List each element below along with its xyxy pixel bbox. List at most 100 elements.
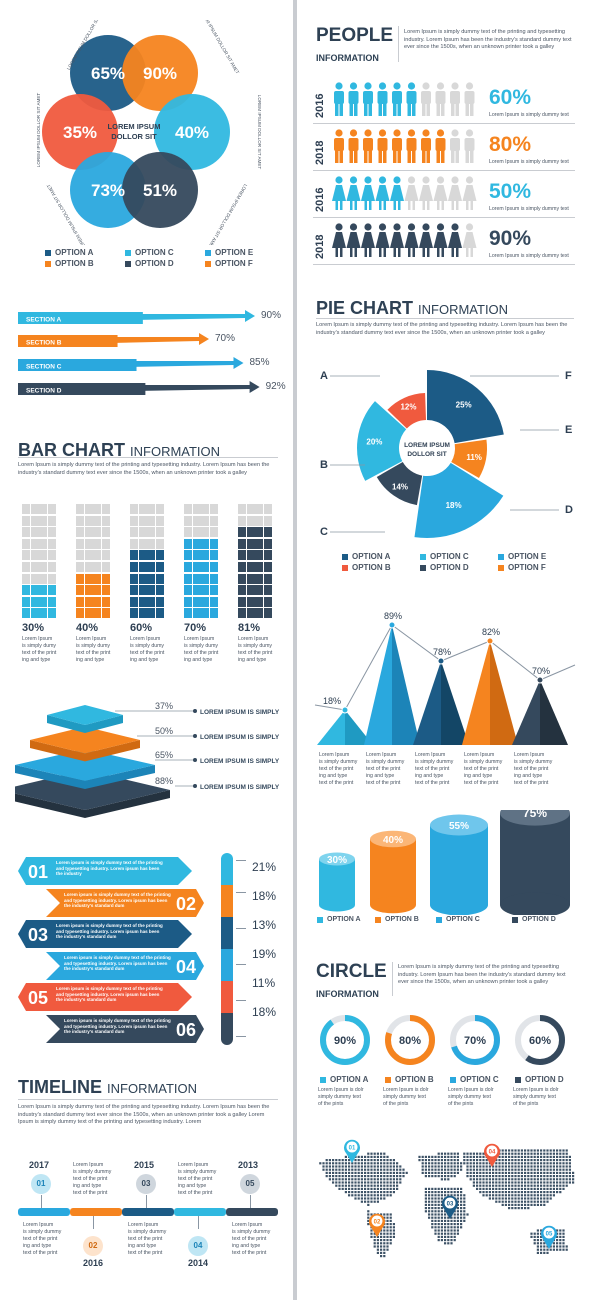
timeline-caption: Lorem Ipsum is simply dummy text of the pr… bbox=[232, 1222, 271, 1256]
cylinder-percent: 30% bbox=[327, 855, 347, 866]
step-tick bbox=[236, 1000, 246, 1001]
timeline-connector bbox=[93, 1216, 94, 1229]
timeline-year: 2015 bbox=[134, 1160, 155, 1170]
circle-title: CIRCLE INFORMATION bbox=[316, 961, 387, 1000]
step-tick bbox=[236, 860, 246, 861]
venn-label: LOREM IPSUM DOLLOR SIT AMET bbox=[199, 20, 241, 75]
svg-text:LOREM IPSUM IS SIMPLY: LOREM IPSUM IS SIMPLY bbox=[200, 734, 280, 741]
bar-caption: Lorem Ipsum is simply dumy text of the pri… bbox=[238, 636, 273, 663]
cylinder-label: OPTION D bbox=[512, 916, 556, 923]
map-pin: 02 bbox=[374, 1220, 381, 1226]
people-sub: Lorem Ipsum is simply dummy text bbox=[489, 112, 569, 118]
section-bar: SECTION A bbox=[18, 310, 255, 324]
step-percent: 18% bbox=[252, 1005, 277, 1019]
svg-text:LOREM IPSUM IS SIMPLY: LOREM IPSUM IS SIMPLY bbox=[200, 758, 280, 765]
venn-percent: 51% bbox=[143, 181, 177, 200]
pie-slice bbox=[427, 370, 504, 444]
section-bar: SECTION D bbox=[18, 381, 260, 395]
cylinder-label: OPTION B bbox=[375, 916, 419, 923]
bar-chart-title: BAR CHART INFORMATION bbox=[18, 440, 221, 460]
donut-caption: Lorem Ipsum is dolr simply dummy text of t… bbox=[318, 1087, 364, 1107]
svg-text:SECTION A: SECTION A bbox=[26, 317, 61, 324]
center-divider bbox=[293, 0, 297, 1300]
section-percent: 92% bbox=[265, 381, 286, 392]
donut-label: OPTION A bbox=[320, 1075, 368, 1084]
venn-diagram: 65% LOREM IPSUM DOLLOR SIT AMET 90% LOREM I… bbox=[36, 20, 262, 245]
timeline-caption: Lorem Ipsum is simply dummy text of the pr… bbox=[178, 1162, 217, 1196]
svg-text:05: 05 bbox=[28, 988, 48, 1008]
svg-text:DOLLOR SIT: DOLLOR SIT bbox=[407, 451, 446, 458]
timeline-segment bbox=[122, 1208, 174, 1216]
row-separator bbox=[313, 123, 575, 124]
venn-percent: 90% bbox=[143, 64, 177, 83]
pie-slice bbox=[451, 439, 487, 478]
pie-slice bbox=[387, 393, 427, 429]
bar-chart-desc: Lorem Ipsum is simply dummy text of the … bbox=[18, 462, 270, 476]
people-sub: Lorem Ipsum is simply dummy text bbox=[489, 253, 569, 259]
donut-caption: Lorem Ipsum is dolr simply dummy text of t… bbox=[513, 1087, 559, 1107]
timeline-year: 2014 bbox=[188, 1258, 209, 1268]
svg-text:LOREM IPSUM IS SIMPLY: LOREM IPSUM IS SIMPLY bbox=[200, 709, 280, 716]
map-pin: 04 bbox=[489, 1150, 496, 1156]
people-icons bbox=[334, 129, 475, 163]
donut: 90% bbox=[320, 1015, 370, 1065]
donut-label: OPTION C bbox=[450, 1075, 499, 1084]
legend-item: OPTION C bbox=[420, 552, 498, 561]
bar-column bbox=[184, 504, 218, 620]
bar-caption: Lorem Ipsum is simply dumy text of the pri… bbox=[76, 636, 111, 663]
donut-label: OPTION D bbox=[515, 1075, 564, 1084]
world-map: 01 02 03 04 05 bbox=[319, 1139, 575, 1258]
svg-text:2016: 2016 bbox=[314, 94, 326, 118]
venn-circle bbox=[122, 35, 198, 111]
pie-percent: 14% bbox=[392, 483, 408, 492]
row-separator bbox=[313, 264, 575, 265]
timeline-segment bbox=[174, 1208, 226, 1216]
pie-letter: C bbox=[320, 526, 328, 538]
people-percent: 80% bbox=[489, 133, 532, 156]
timeline-caption: Lorem Ipsum is simply dummy text of the pr… bbox=[23, 1222, 62, 1256]
timeline-node: 01 bbox=[31, 1174, 51, 1194]
svg-text:DOLLOR SIT: DOLLOR SIT bbox=[111, 132, 157, 141]
triangle-percent: 78% bbox=[433, 647, 451, 657]
pie-chart: 25% 11% 18% 14% 20% 12% LOREM IPSUM DOLLOR SIT A… bbox=[320, 370, 573, 538]
bar-percent: 60% bbox=[130, 622, 153, 634]
svg-text:06: 06 bbox=[176, 1020, 196, 1040]
timeline-connector bbox=[146, 1195, 147, 1208]
timeline-segment bbox=[18, 1208, 70, 1216]
pie-chart-title: PIE CHART INFORMATION bbox=[316, 298, 509, 318]
people-year: 2018 bbox=[313, 131, 327, 165]
legend-item: OPTION F bbox=[205, 259, 285, 268]
svg-text:2018: 2018 bbox=[314, 235, 326, 259]
timeline-year: 2017 bbox=[29, 1160, 50, 1170]
triangle-caption: Lorem Ipsum is simply dummy text of the pr… bbox=[514, 752, 553, 786]
timeline-segment bbox=[70, 1208, 122, 1216]
bar-column bbox=[22, 504, 56, 620]
donut: 70% bbox=[450, 1015, 500, 1065]
venn-circle bbox=[70, 152, 146, 228]
pie-legend: OPTION A OPTION C OPTION E OPTION B OPTION D… bbox=[342, 552, 582, 572]
people-year: 2018 bbox=[313, 225, 327, 259]
svg-text:70%: 70% bbox=[464, 1035, 486, 1047]
svg-text:LOREM IPSUM IS SIMPLY: LOREM IPSUM IS SIMPLY bbox=[200, 784, 280, 791]
pie-letter: A bbox=[320, 370, 328, 382]
venn-percent: 73% bbox=[91, 181, 125, 200]
pie-letter: E bbox=[565, 424, 572, 436]
section-bar: SECTION B bbox=[18, 333, 209, 347]
pie-chart-desc: Lorem Ipsum is simply dummy text of the … bbox=[316, 322, 568, 336]
bar-percent: 70% bbox=[184, 622, 207, 634]
pie-letter: F bbox=[565, 370, 572, 382]
timeline-connector bbox=[250, 1195, 251, 1208]
svg-text:50%: 50% bbox=[155, 726, 173, 736]
people-title: PEOPLE INFORMATION bbox=[316, 25, 394, 64]
svg-text:80%: 80% bbox=[399, 1035, 421, 1047]
section-percent: 85% bbox=[249, 357, 270, 368]
cylinder-label: OPTION A bbox=[317, 916, 361, 923]
svg-text:SECTION D: SECTION D bbox=[26, 388, 62, 395]
map-pin: 01 bbox=[349, 1146, 356, 1152]
step-item: 01 Lorem ipsum is simply dummy text of th… bbox=[18, 857, 192, 885]
bar-caption: Lorem Ipsum is simply dumy text of the pri… bbox=[22, 636, 57, 663]
legend-item: OPTION E bbox=[205, 248, 285, 257]
pie-letter: B bbox=[320, 459, 328, 471]
